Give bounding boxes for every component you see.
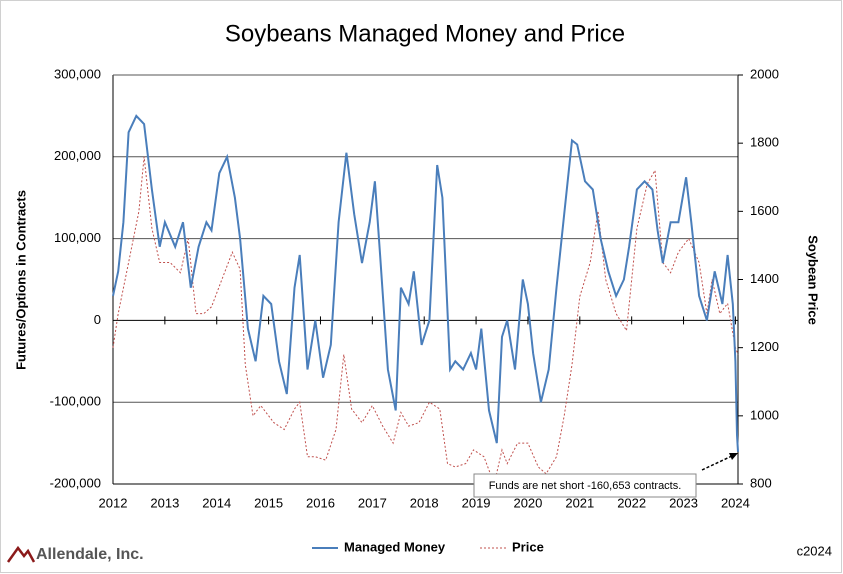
annotation-arrow: [701, 454, 735, 471]
y-tick-label: -100,000: [50, 394, 101, 409]
logo-icon: [6, 545, 36, 563]
y2-tick-label: 1000: [750, 407, 779, 422]
x-tick-label: 2015: [254, 495, 283, 510]
x-tick-label: 2012: [99, 495, 128, 510]
series-line: [112, 114, 739, 452]
x-tick-label: 2022: [617, 495, 646, 510]
y2-tick-label: 800: [750, 475, 772, 490]
y-tick-label: 200,000: [54, 148, 101, 163]
x-tick-label: 2019: [462, 495, 491, 510]
y2-tick-label: 2000: [750, 66, 779, 81]
x-tick-label: 2016: [306, 495, 335, 510]
x-tick-label: 2013: [150, 495, 179, 510]
y2-tick-label: 1200: [750, 339, 779, 354]
x-tick-label: 2018: [410, 495, 439, 510]
chart-title: Soybeans Managed Money and Price: [225, 20, 625, 47]
copyright: c2024: [797, 543, 832, 558]
x-tick-label: 2017: [358, 495, 387, 510]
y-tick-label: 100,000: [54, 230, 101, 245]
y2-tick-label: 1400: [750, 271, 779, 286]
annotation-box: [473, 473, 697, 498]
x-tick-label: 2023: [669, 495, 698, 510]
y2-axis-label: Soybean Price: [806, 235, 821, 325]
y2-tick-label: 1800: [750, 135, 779, 150]
y-tick-label: 300,000: [54, 66, 101, 81]
legend-label: Managed Money: [344, 539, 446, 554]
annotation: Funds are net short -160,653 contracts.: [489, 480, 682, 492]
x-tick-label: 2020: [513, 495, 542, 510]
logo: Allendale, Inc.: [36, 546, 144, 563]
legend-label: Price: [512, 539, 544, 554]
y-axis-label: Futures/Options in Contracts: [13, 190, 28, 370]
y-tick-label: 0: [94, 312, 101, 327]
x-tick-label: 2014: [202, 495, 231, 510]
x-tick-label: 2024: [721, 495, 750, 510]
series-line: [112, 156, 739, 486]
y-tick-label: -200,000: [50, 475, 101, 490]
x-tick-label: 2021: [565, 495, 594, 510]
arrow-head: [729, 453, 738, 460]
y2-tick-label: 1600: [750, 203, 779, 218]
